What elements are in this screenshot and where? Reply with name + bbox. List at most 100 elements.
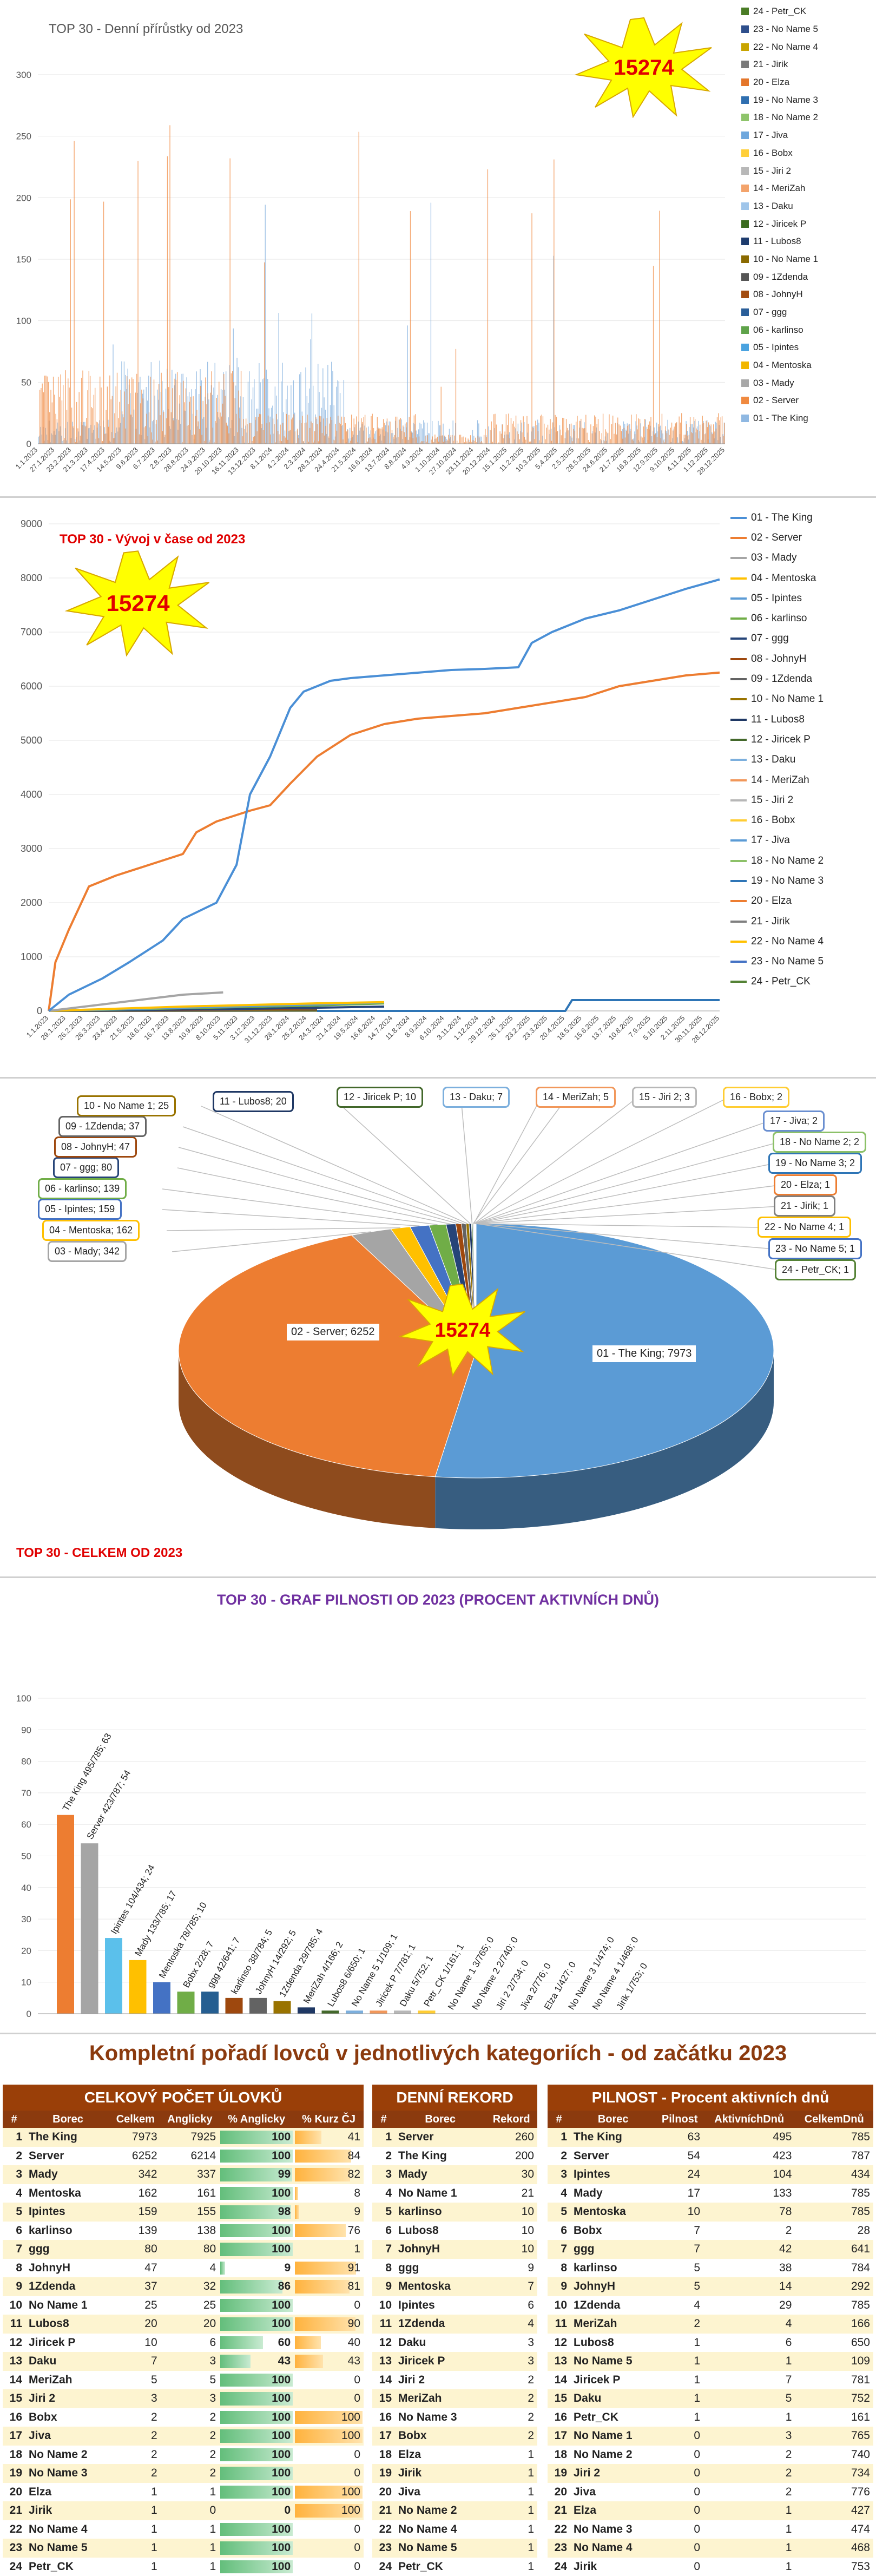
- table-cell: 1: [703, 2501, 795, 2520]
- daily-bar: [615, 423, 616, 444]
- daily-bar: [108, 427, 109, 444]
- y-tick-label: 6000: [21, 681, 42, 692]
- table-cell: 16: [548, 2408, 570, 2427]
- table-cell: 24: [372, 2558, 395, 2576]
- table-cell: 100: [219, 2427, 294, 2446]
- table-cell: 1: [656, 2371, 703, 2390]
- daily-bar: [710, 424, 711, 444]
- table-cell: 1: [656, 2408, 703, 2427]
- daily-bar: [288, 415, 289, 444]
- daily-bar: [238, 391, 239, 444]
- daily-bar: [584, 428, 585, 444]
- pie-slice-label: 04 - Mentoska; 162: [42, 1220, 140, 1241]
- legend-line: [730, 678, 747, 680]
- table-cell: 24: [3, 2558, 25, 2576]
- legend-swatch: [741, 61, 749, 68]
- legend-label: 02 - Server: [753, 395, 799, 406]
- daily-bar: [708, 422, 709, 444]
- table-cell: 15: [3, 2389, 25, 2408]
- legend-item: 23 - No Name 5: [730, 952, 824, 972]
- pie-slice-label: 12 - Jiricek P; 10: [337, 1087, 423, 1108]
- daily-bar: [524, 437, 525, 444]
- table-cell: Petr_CK: [25, 2558, 110, 2576]
- daily-bar: [507, 425, 508, 444]
- legend-line: [730, 698, 747, 700]
- data-bar-value: 0: [284, 2504, 291, 2516]
- data-bar-value: 9: [284, 2262, 291, 2274]
- daily-bar: [697, 430, 698, 444]
- legend-label: 20 - Elza: [751, 895, 792, 907]
- table-cell: No Name 5: [25, 2539, 110, 2558]
- table-cell: 161: [795, 2408, 873, 2427]
- table-cell: 423: [703, 2147, 795, 2166]
- table-cell: 139: [110, 2222, 161, 2240]
- bar-label: No Name 3 1/474; 0: [567, 1935, 617, 2012]
- data-bar-fill: [295, 2280, 349, 2294]
- table-cell: 1: [485, 2464, 537, 2483]
- table-cell: 100: [294, 2501, 364, 2520]
- table-cell: 18: [372, 2446, 395, 2465]
- data-bar-value: 100: [272, 2317, 291, 2330]
- table-cell: 0: [294, 2539, 364, 2558]
- daily-bar: [438, 442, 439, 444]
- daily-bar: [590, 424, 591, 444]
- daily-bar: [703, 423, 704, 444]
- table-cell: 41: [294, 2128, 364, 2147]
- daily-bar: [368, 438, 369, 444]
- legend-label: 22 - No Name 4: [751, 936, 824, 948]
- y-tick-label: 50: [21, 1851, 31, 1862]
- table-group-header: PILNOST - Procent aktivních dnů: [548, 2085, 873, 2111]
- table-cell: 20: [161, 2315, 220, 2334]
- daily-bar: [491, 422, 492, 444]
- daily-bar: [567, 428, 568, 444]
- legend-label: 10 - No Name 1: [753, 254, 818, 265]
- data-bar-value: 84: [348, 2150, 360, 2162]
- table-cell: 650: [795, 2334, 873, 2352]
- y-tick-label: 300: [16, 70, 31, 80]
- table-cell: 162: [110, 2184, 161, 2203]
- daily-bar: [154, 396, 155, 444]
- table-cell: 0: [219, 2501, 294, 2520]
- daily-bar: [145, 426, 146, 444]
- daily-bar: [526, 416, 527, 444]
- table-cell: No Name 3: [25, 2464, 110, 2483]
- legend-item: 01 - The King: [741, 410, 818, 428]
- table-cell: 260: [485, 2128, 537, 2147]
- table-cell: 90: [294, 2315, 364, 2334]
- table-group-header: DENNÍ REKORD: [372, 2085, 537, 2111]
- data-bar-fill: [295, 2168, 350, 2181]
- daily-bar: [255, 417, 256, 444]
- table-cell: 12: [548, 2334, 570, 2352]
- table-cell: 84: [294, 2147, 364, 2166]
- data-bar-value: 82: [348, 2168, 360, 2180]
- column-header: % Kurz ČJ: [294, 2111, 364, 2128]
- legend-swatch: [741, 202, 749, 210]
- table-cell: 1: [110, 2539, 161, 2558]
- daily-bar: [53, 377, 54, 444]
- table-cell: Jirik: [395, 2464, 485, 2483]
- table-cell: 427: [795, 2501, 873, 2520]
- daily-bar: [573, 429, 574, 444]
- table-cell: Mentoska: [570, 2203, 656, 2222]
- daily-bar: [227, 426, 228, 444]
- leader-line: [179, 1147, 459, 1224]
- table-cell: 100: [219, 2147, 294, 2166]
- daily-bar: [254, 436, 255, 444]
- table-cell: 38: [703, 2259, 795, 2278]
- daily-bar: [501, 433, 502, 444]
- table-cell: 7: [3, 2240, 25, 2259]
- daily-bar: [190, 397, 191, 444]
- data-bar-value: 8: [354, 2187, 360, 2199]
- table-cell: 6214: [161, 2147, 220, 2166]
- legend-label: 03 - Mady: [751, 552, 796, 564]
- table-cell: 6: [3, 2222, 25, 2240]
- legend-item: 09 - 1Zdenda: [741, 268, 818, 286]
- table-cell: 15: [548, 2389, 570, 2408]
- daily-bar: [560, 430, 561, 444]
